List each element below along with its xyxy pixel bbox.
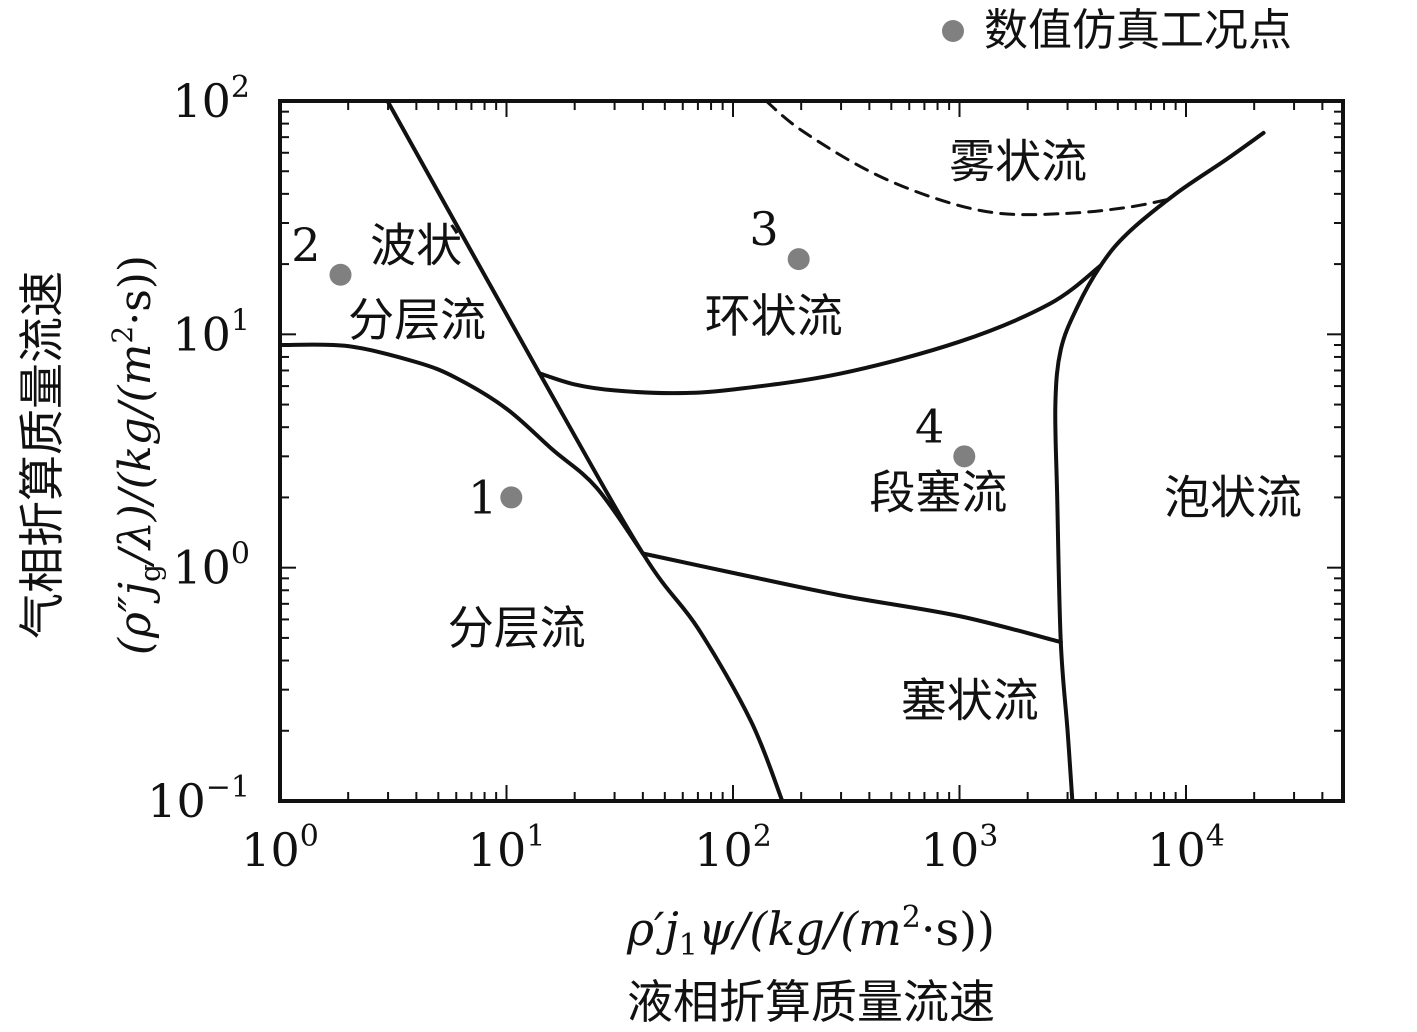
data-point bbox=[500, 486, 523, 509]
x-tick-label: 104 bbox=[1147, 819, 1225, 877]
region-label: 分层流 bbox=[348, 293, 486, 347]
x-axis-label-end: ·s)) bbox=[921, 902, 995, 956]
legend: 数值仿真工况点 bbox=[942, 5, 1292, 56]
x-axis-label-sup: 2 bbox=[902, 900, 921, 935]
x-tick-label: 100 bbox=[241, 819, 319, 877]
axis-ticks bbox=[280, 101, 1343, 801]
y-axis-label-chinese-group: 气相折算质量流速 bbox=[15, 271, 69, 639]
x-axis-label-suffix: ψ/(kg/(m bbox=[698, 902, 902, 956]
x-tick-label: 101 bbox=[468, 819, 546, 877]
y-axis-label-chinese: 气相折算质量流速 bbox=[15, 271, 69, 639]
legend-label: 数值仿真工况点 bbox=[984, 5, 1292, 56]
y-axis-label-mid: /λ)/(kg/(m bbox=[110, 344, 161, 568]
data-point-label: 4 bbox=[915, 399, 944, 453]
x-tick-label: 103 bbox=[921, 819, 999, 877]
y-axis-label-sub: g bbox=[134, 564, 167, 582]
data-points: 1 2 3 4 bbox=[291, 202, 976, 524]
y-tick-labels: 102 101 100 10−1 bbox=[147, 70, 250, 828]
boundary-annular-slug bbox=[537, 263, 1103, 396]
y-axis-label-sup: 2 bbox=[106, 326, 139, 344]
y-axis-label-group: (ρ″jg/λ)/(kg/(m2·s)) bbox=[106, 255, 167, 655]
x-tick-label: 102 bbox=[694, 819, 772, 877]
x-axis-label: ρ′j1ψ/(kg/(m2·s)) bbox=[626, 900, 995, 963]
boundary-mist-boundary bbox=[764, 101, 1172, 217]
y-tick-label: 102 bbox=[172, 70, 250, 128]
data-point bbox=[787, 248, 810, 271]
x-axis-label-prefix: ρ′j bbox=[626, 902, 679, 956]
y-axis-label-end: ·s)) bbox=[110, 255, 161, 326]
y-tick-label: 100 bbox=[172, 537, 250, 595]
plot-frame bbox=[278, 99, 1345, 803]
y-tick-label: 101 bbox=[172, 303, 250, 361]
region-label: 塞状流 bbox=[901, 673, 1039, 727]
region-label: 分层流 bbox=[448, 601, 586, 655]
region-label: 泡状流 bbox=[1164, 470, 1302, 524]
region-label: 波状 bbox=[370, 219, 462, 273]
boundary-bubbly-boundary bbox=[1053, 130, 1266, 801]
boundary-stratified-wavy bbox=[280, 342, 645, 556]
data-point bbox=[329, 263, 352, 286]
y-tick-label: 10−1 bbox=[147, 770, 250, 828]
y-axis-label: (ρ″jg/λ)/(kg/(m2·s)) bbox=[106, 255, 167, 655]
boundary-steep-line bbox=[385, 101, 785, 801]
x-tick-labels: 100 101 102 103 104 bbox=[241, 819, 1225, 877]
x-axis-label-chinese: 液相折算质量流速 bbox=[627, 975, 995, 1029]
region-label: 环状流 bbox=[705, 289, 843, 343]
region-label: 段塞流 bbox=[869, 465, 1007, 519]
legend-marker bbox=[942, 20, 964, 42]
data-point-label: 3 bbox=[749, 202, 778, 256]
data-point-label: 2 bbox=[291, 218, 320, 272]
y-axis-label-prefix: (ρ″j bbox=[110, 582, 161, 655]
data-point-label: 1 bbox=[468, 470, 497, 524]
regime-boundaries bbox=[280, 101, 1266, 801]
x-axis-label-sub: 1 bbox=[679, 928, 698, 963]
data-point bbox=[953, 445, 976, 468]
boundary-slug-plug bbox=[640, 551, 1063, 645]
region-label: 雾状流 bbox=[949, 135, 1087, 189]
